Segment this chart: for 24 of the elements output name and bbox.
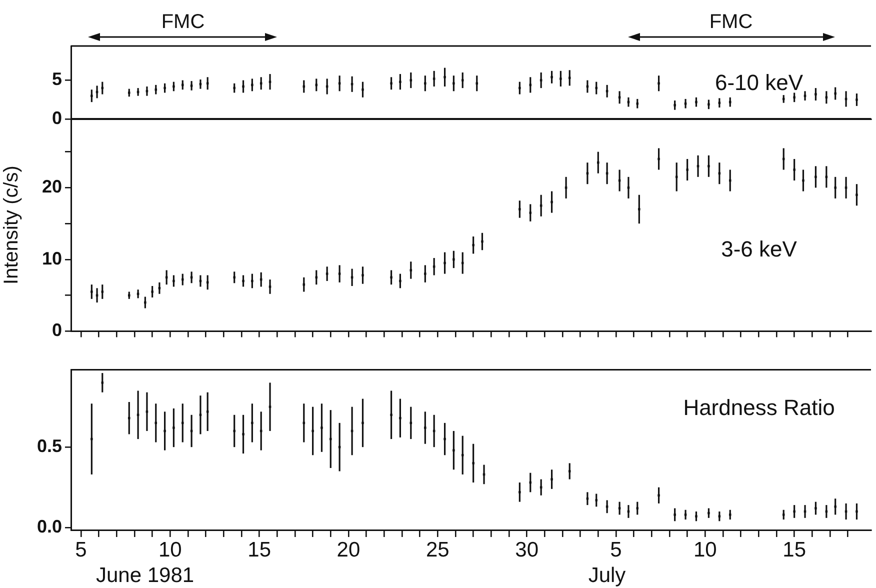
x-tick-label: 5 <box>610 538 622 562</box>
x-tick-label: 20 <box>336 538 360 562</box>
x-tick-label: 30 <box>515 538 538 562</box>
x-tick-label: 25 <box>426 538 450 562</box>
text: June 1981 <box>96 564 194 588</box>
x-tick-label: 10 <box>158 538 182 562</box>
y-tick-label: 20 <box>42 176 62 197</box>
x-tick-label: 5 <box>75 538 87 562</box>
y-axis-title: Intensity (c/s) <box>0 166 23 285</box>
x-tick-label: 15 <box>782 538 806 562</box>
text: July <box>588 564 626 588</box>
x-tick-label: 15 <box>248 538 271 562</box>
y-tick-label: 0.5 <box>36 436 62 456</box>
y-tick-label: 0 <box>52 320 62 340</box>
text: FMC <box>709 11 753 33</box>
text: FMC <box>161 11 205 33</box>
text: 3-6 keV <box>721 236 798 262</box>
y-tick-label: 5 <box>52 69 62 90</box>
x-tick-label: 10 <box>693 538 717 562</box>
y-tick-label: 0.0 <box>36 516 62 537</box>
y-tick-label: 10 <box>42 248 62 269</box>
series-label: 6-10 keV <box>714 70 804 96</box>
text: Hardness Ratio <box>683 395 835 420</box>
y-tick-label: 0 <box>52 108 62 128</box>
